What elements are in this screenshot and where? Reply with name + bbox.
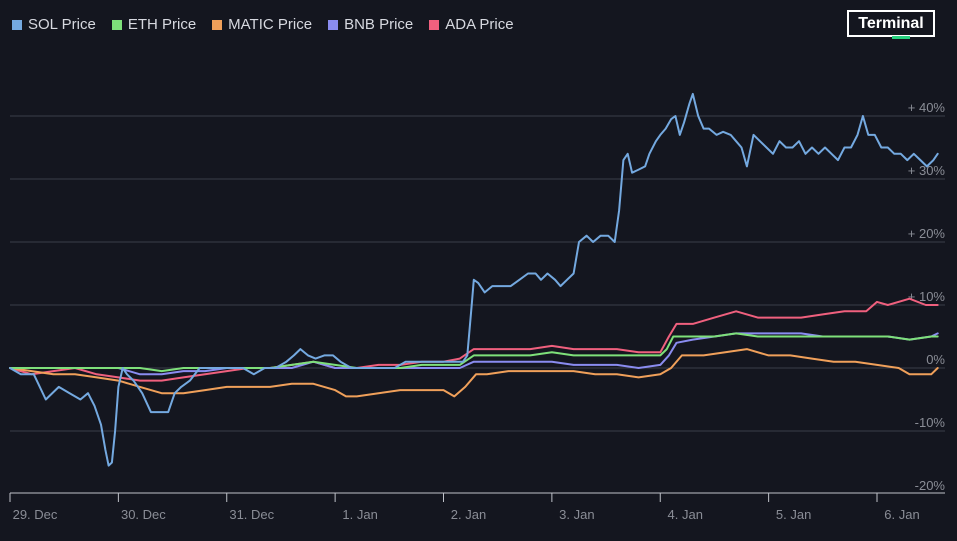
legend-swatch-sol bbox=[12, 19, 22, 30]
legend-swatch-ada bbox=[429, 19, 440, 30]
legend-label-bnb: BNB Price bbox=[344, 16, 414, 33]
y-tick-label: + 40% bbox=[908, 100, 946, 115]
series-line-matic[interactable] bbox=[9, 348, 939, 398]
series-line-sol[interactable] bbox=[9, 92, 939, 467]
y-axis-ticks: + 40% + 30% + 20% + 10% 0% -10% -20% bbox=[908, 100, 946, 493]
chart-legend: SOL Price ETH Price MATIC Price BNB Pric… bbox=[12, 16, 514, 33]
legend-item-ada[interactable]: ADA Price bbox=[429, 16, 514, 33]
grid-lines bbox=[10, 115, 945, 432]
y-tick-label: 0% bbox=[926, 352, 945, 367]
x-tick-label: 5. Jan bbox=[776, 507, 811, 522]
terminal-logo-accent bbox=[892, 36, 910, 39]
x-tick-label: 29. Dec bbox=[13, 507, 58, 522]
series-line-eth[interactable] bbox=[9, 332, 939, 373]
series-line-ada[interactable] bbox=[9, 297, 939, 382]
legend-swatch-bnb bbox=[328, 19, 339, 30]
legend-item-bnb[interactable]: BNB Price bbox=[328, 16, 413, 33]
legend-label-sol: SOL Price bbox=[28, 16, 96, 33]
x-tick-label: 31. Dec bbox=[229, 507, 274, 522]
legend-swatch-eth bbox=[111, 19, 122, 30]
legend-swatch-matic bbox=[212, 19, 223, 30]
x-axis: 29. Dec 30. Dec 31. Dec 1. Jan 2. Jan 3. Jan 4… bbox=[9, 492, 945, 522]
x-tick-label: 30. Dec bbox=[121, 507, 166, 522]
y-tick-label: + 20% bbox=[908, 226, 946, 241]
series-line-bnb[interactable] bbox=[9, 332, 939, 376]
terminal-logo[interactable]: Terminal bbox=[847, 10, 935, 37]
series-lines bbox=[9, 92, 939, 467]
x-tick-label: 1. Jan bbox=[342, 507, 377, 522]
y-tick-label: -20% bbox=[915, 478, 946, 493]
legend-item-sol[interactable]: SOL Price bbox=[12, 16, 96, 33]
legend-label-matic: MATIC Price bbox=[228, 16, 313, 33]
legend-item-matic[interactable]: MATIC Price bbox=[212, 16, 312, 33]
x-tick-label: 3. Jan bbox=[559, 507, 594, 522]
legend-item-eth[interactable]: ETH Price bbox=[111, 16, 197, 33]
y-tick-label: -10% bbox=[915, 415, 946, 430]
x-tick-label: 4. Jan bbox=[668, 507, 703, 522]
y-tick-label: + 30% bbox=[908, 163, 946, 178]
x-tick-label: 6. Jan bbox=[884, 507, 919, 522]
legend-label-eth: ETH Price bbox=[127, 16, 197, 33]
x-tick-label: 2. Jan bbox=[451, 507, 486, 522]
legend-label-ada: ADA Price bbox=[445, 16, 514, 33]
y-tick-label: + 10% bbox=[908, 289, 946, 304]
